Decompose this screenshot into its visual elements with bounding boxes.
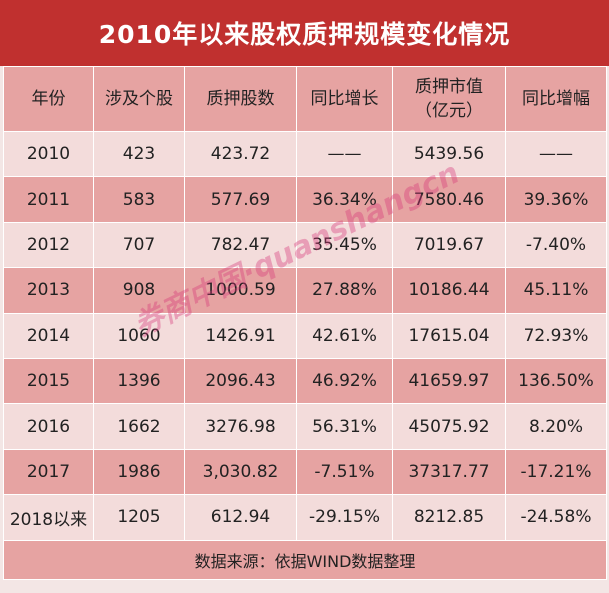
cell-value-yoy: -7.40% [505, 221, 607, 269]
cell-shares-yoy: —— [296, 130, 393, 178]
cell-value-yoy: 72.93% [505, 312, 607, 359]
table-body: 2010 423 423.72 —— 5439.56 —— 2011 583 577.69 36.… [3, 130, 607, 541]
cell-year: 2011 [3, 176, 94, 223]
cell-year: 2013 [3, 267, 94, 314]
cell-market-value: 8212.85 [392, 494, 506, 541]
header-shares-yoy: 同比增长 [296, 66, 393, 132]
cell-pledged-shares: 1426.91 [184, 312, 297, 359]
page-title: 2010年以来股权质押规模变化情况 [0, 0, 609, 66]
cell-stocks: 1396 [93, 357, 185, 405]
header-year: 年份 [3, 66, 94, 132]
cell-value-yoy: -17.21% [505, 448, 607, 496]
cell-pledged-shares: 423.72 [184, 130, 297, 178]
table-row: 2017 1986 3,030.82 -7.51% 37317.77 -17.21% [3, 448, 607, 496]
header-market-value-line1: 质押市值 [415, 77, 483, 97]
cell-value-yoy: 45.11% [505, 267, 607, 314]
pledge-table: 年份 涉及个股 质押股数 同比增长 质押市值 （亿元） 同比增幅 2010 423… [3, 66, 607, 580]
cell-stocks: 1060 [93, 312, 185, 359]
table-row: 2013 908 1000.59 27.88% 10186.44 45.11% [3, 267, 607, 314]
cell-year: 2016 [3, 403, 94, 450]
cell-stocks: 583 [93, 176, 185, 223]
table-row: 2016 1662 3276.98 56.31% 45075.92 8.20% [3, 403, 607, 450]
cell-market-value: 45075.92 [392, 403, 506, 450]
cell-shares-yoy: -29.15% [296, 494, 393, 541]
cell-year: 2018以来 [3, 494, 94, 541]
cell-pledged-shares: 2096.43 [184, 357, 297, 405]
cell-year: 2010 [3, 130, 94, 178]
cell-market-value: 17615.04 [392, 312, 506, 359]
cell-pledged-shares: 577.69 [184, 176, 297, 223]
table-row: 2014 1060 1426.91 42.61% 17615.04 72.93% [3, 312, 607, 359]
header-pledged-shares: 质押股数 [184, 66, 297, 132]
source-note: 数据来源：依据WIND数据整理 [3, 539, 607, 580]
cell-value-yoy: 39.36% [505, 176, 607, 223]
cell-year: 2014 [3, 312, 94, 359]
cell-stocks: 908 [93, 267, 185, 314]
cell-shares-yoy: 42.61% [296, 312, 393, 359]
table-header-row: 年份 涉及个股 质押股数 同比增长 质押市值 （亿元） 同比增幅 [3, 66, 607, 132]
cell-stocks: 1986 [93, 448, 185, 496]
cell-value-yoy: 8.20% [505, 403, 607, 450]
cell-shares-yoy: 27.88% [296, 267, 393, 314]
cell-pledged-shares: 1000.59 [184, 267, 297, 314]
cell-value-yoy: 136.50% [505, 357, 607, 405]
table-row: 2015 1396 2096.43 46.92% 41659.97 136.50% [3, 357, 607, 405]
table-footer-row: 数据来源：依据WIND数据整理 [3, 539, 607, 580]
header-market-value-unit: （亿元） [415, 101, 483, 121]
table-row: 2012 707 782.47 35.45% 7019.67 -7.40% [3, 221, 607, 269]
cell-market-value: 7580.46 [392, 176, 506, 223]
cell-year: 2017 [3, 448, 94, 496]
cell-pledged-shares: 782.47 [184, 221, 297, 269]
cell-stocks: 423 [93, 130, 185, 178]
cell-market-value: 5439.56 [392, 130, 506, 178]
cell-pledged-shares: 612.94 [184, 494, 297, 541]
cell-shares-yoy: 46.92% [296, 357, 393, 405]
cell-pledged-shares: 3276.98 [184, 403, 297, 450]
cell-market-value: 37317.77 [392, 448, 506, 496]
cell-market-value: 7019.67 [392, 221, 506, 269]
cell-stocks: 1205 [93, 494, 185, 541]
cell-stocks: 707 [93, 221, 185, 269]
cell-stocks: 1662 [93, 403, 185, 450]
header-stocks: 涉及个股 [93, 66, 185, 132]
cell-shares-yoy: 36.34% [296, 176, 393, 223]
cell-year: 2015 [3, 357, 94, 405]
cell-market-value: 41659.97 [392, 357, 506, 405]
table-row: 2011 583 577.69 36.34% 7580.46 39.36% [3, 176, 607, 223]
table-row: 2018以来 1205 612.94 -29.15% 8212.85 -24.58% [3, 494, 607, 541]
cell-value-yoy: -24.58% [505, 494, 607, 541]
cell-year: 2012 [3, 221, 94, 269]
header-market-value: 质押市值 （亿元） [392, 66, 506, 132]
cell-pledged-shares: 3,030.82 [184, 448, 297, 496]
cell-value-yoy: —— [505, 130, 607, 178]
cell-market-value: 10186.44 [392, 267, 506, 314]
header-value-yoy: 同比增幅 [505, 66, 607, 132]
cell-shares-yoy: -7.51% [296, 448, 393, 496]
cell-shares-yoy: 56.31% [296, 403, 393, 450]
table-row: 2010 423 423.72 —— 5439.56 —— [3, 130, 607, 178]
cell-shares-yoy: 35.45% [296, 221, 393, 269]
